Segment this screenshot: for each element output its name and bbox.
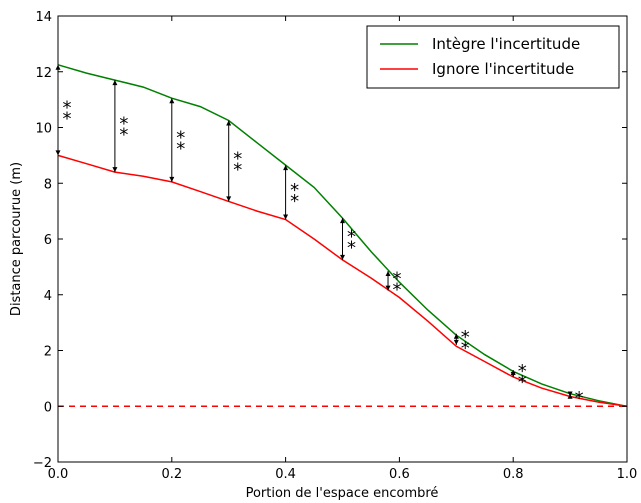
significance-star-8-1: * bbox=[518, 372, 527, 393]
significance-arrowhead-top-7 bbox=[453, 333, 459, 339]
significance-star-2-0: * bbox=[176, 128, 185, 149]
significance-arrowhead-bottom-3 bbox=[226, 196, 232, 202]
y-tick-label-3: 4 bbox=[44, 289, 52, 304]
significance-star-5-1: * bbox=[347, 238, 356, 259]
x-tick-label-5: 1.0 bbox=[617, 467, 638, 482]
significance-star-1-0: * bbox=[119, 114, 128, 135]
significance-arrowhead-bottom-5 bbox=[340, 254, 345, 260]
x-tick-label-4: 0.8 bbox=[503, 467, 524, 482]
significance-star-0-1: * bbox=[63, 109, 72, 130]
significance-star-9-0: * bbox=[575, 388, 584, 409]
significance-arrowhead-bottom-4 bbox=[283, 214, 289, 220]
y-tick-label-5: 8 bbox=[44, 177, 52, 192]
significance-arrowhead-top-1 bbox=[112, 80, 118, 86]
y-tick-label-8: 14 bbox=[35, 10, 52, 25]
y-axis-label: Distance parcourue (m) bbox=[9, 162, 24, 316]
significance-star-5-0: * bbox=[347, 227, 356, 248]
significance-star-3-0: * bbox=[233, 148, 242, 169]
significance-star-8-0: * bbox=[518, 361, 527, 382]
y-tick-label-6: 10 bbox=[35, 122, 52, 137]
tick-layer: 0.0 0.2 0.4 0.6 0.8 1.0 −2 0 2 4 6 8 10 12 14 bbox=[33, 10, 638, 482]
x-tick-label-2: 0.4 bbox=[275, 467, 296, 482]
legend-label-ignore: Ignore l'incertitude bbox=[432, 60, 574, 78]
plot-layer: ** ** ** ************* bbox=[55, 64, 628, 409]
significance-star-4-1: * bbox=[290, 191, 299, 212]
y-tick-label-0: −2 bbox=[33, 456, 52, 471]
significance-arrowhead-bottom-9 bbox=[567, 391, 573, 397]
significance-arrowhead-top-5 bbox=[340, 218, 345, 224]
significance-arrowhead-top-3 bbox=[226, 120, 232, 126]
y-tick-label-2: 2 bbox=[44, 345, 52, 360]
significance-star-6-1: * bbox=[393, 279, 402, 300]
significance-star-7-0: * bbox=[461, 327, 470, 348]
significance-star-6-0: * bbox=[393, 268, 402, 289]
x-tick-label-0: 0.0 bbox=[48, 467, 69, 482]
significance-star-1-1: * bbox=[119, 125, 128, 146]
legend-label-integre: Intègre l'incertitude bbox=[432, 35, 580, 53]
significance-star-2-1: * bbox=[176, 139, 185, 160]
series-line-1 bbox=[57, 154, 628, 408]
significance-arrowhead-bottom-7 bbox=[453, 339, 459, 345]
significance-arrowhead-top-6 bbox=[385, 271, 391, 277]
significance-arrowhead-bottom-8 bbox=[510, 371, 516, 377]
x-tick-label-3: 0.6 bbox=[389, 467, 410, 482]
x-axis-label: Portion de l'espace encombré bbox=[246, 486, 439, 501]
significance-star-7-1: * bbox=[461, 338, 470, 359]
legend: Intègre l'incertitude Ignore l'incertitu… bbox=[366, 25, 620, 89]
significance-arrowhead-bottom-2 bbox=[169, 176, 175, 182]
legend-box bbox=[366, 25, 620, 89]
significance-star-4-0: * bbox=[290, 180, 299, 201]
significance-arrowhead-top-4 bbox=[283, 165, 289, 171]
y-tick-label-7: 12 bbox=[35, 66, 52, 81]
significance-arrowhead-top-2 bbox=[169, 98, 175, 104]
y-tick-label-4: 6 bbox=[44, 233, 52, 248]
significance-star-0-0: * bbox=[63, 98, 72, 119]
significance-arrowhead-bottom-1 bbox=[112, 167, 118, 173]
significance-star-3-1: * bbox=[233, 159, 242, 180]
x-tick-label-1: 0.2 bbox=[161, 467, 182, 482]
significance-arrowhead-bottom-6 bbox=[385, 285, 391, 291]
y-tick-label-1: 0 bbox=[44, 400, 52, 415]
